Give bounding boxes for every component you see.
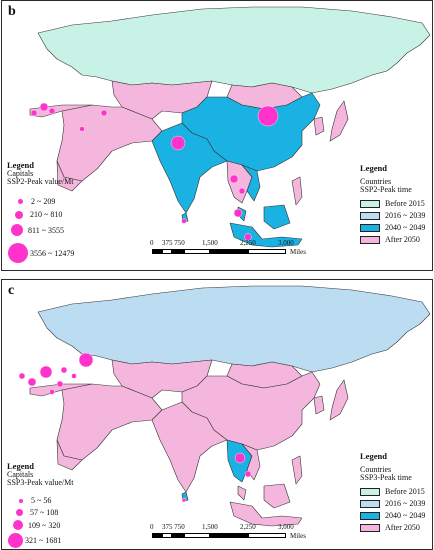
scale-bar-b: 0 375 750 1,500 2,250 3,000 Miles xyxy=(150,239,306,256)
capital-marker-moscow xyxy=(39,102,49,112)
capital-marker-west1 xyxy=(30,109,38,117)
asia-map-c xyxy=(18,285,431,527)
capital-marker-se2 xyxy=(238,187,246,195)
legend-title: Legend xyxy=(360,451,387,461)
legend-subtitle: Capitals xyxy=(7,168,34,178)
legend-swatch-2016-2039: 2016 ~ 2039 xyxy=(360,210,425,222)
capital-marker-west1 xyxy=(39,365,53,379)
vietnam-region xyxy=(241,164,261,202)
legend-subtitle: Capitals xyxy=(7,469,34,479)
map-panel-b: b Legend Capitals SSP2-Peak value/Mt 2 ~… xyxy=(1,0,433,271)
capital-marker-moscow xyxy=(78,352,94,368)
legend-swatch-2040-2049: 2040 ~ 2049 xyxy=(360,222,425,234)
legend-field: SSP2-Peak time xyxy=(360,185,412,195)
borneo-region xyxy=(263,483,291,509)
capitals-legend-b: Legend Capitals SSP2-Peak value/Mt xyxy=(7,161,73,187)
capital-marker-west4 xyxy=(79,126,85,132)
arabia-region xyxy=(56,160,83,192)
japan-region xyxy=(329,100,349,142)
legend-class-2: 210 ~ 810 xyxy=(13,210,62,219)
indonesia-region xyxy=(229,501,303,527)
capital-marker-west3 xyxy=(27,377,37,387)
capital-marker-beijing xyxy=(257,105,279,127)
legend-subtitle: Countries xyxy=(360,176,392,186)
india-region xyxy=(151,401,228,493)
russia-region xyxy=(37,285,431,373)
legend-swatch-before2015: Before 2015 xyxy=(360,198,425,210)
capital-marker-srilanka xyxy=(181,218,187,224)
capital-marker-west4 xyxy=(60,366,68,374)
malaysia-region xyxy=(237,485,247,501)
legend-field: SSP2-Peak value/Mt xyxy=(7,177,74,187)
legend-swatch-before2015: Before 2015 xyxy=(360,486,425,498)
countries-legend-b: Legend Countries SSP2-Peak time Before 2… xyxy=(360,164,425,246)
capital-marker-se2 xyxy=(244,470,252,478)
panel-label-b: b xyxy=(8,4,16,19)
capital-marker-west5 xyxy=(71,373,77,379)
legend-swatch-after2050: After 2050 xyxy=(360,522,425,534)
panel-label-c: c xyxy=(8,283,15,298)
legend-class-3: 811 ~ 3555 xyxy=(11,224,64,236)
legend-title: Legend xyxy=(360,163,387,173)
legend-swatch-2016-2039: 2016 ~ 2039 xyxy=(360,498,425,510)
korea-region xyxy=(313,395,325,415)
capital-marker-west7 xyxy=(49,389,55,395)
capital-marker-srilanka xyxy=(181,497,187,503)
legend-class-4: 3556 ~ 12479 xyxy=(8,243,74,263)
middle-east-region xyxy=(56,104,163,182)
korea-region xyxy=(313,116,325,136)
legend-title: Legend xyxy=(7,160,34,170)
legend-field: SSP3-Peak value/Mt xyxy=(7,478,74,488)
japan-region xyxy=(329,379,349,421)
capital-marker-se1 xyxy=(234,452,246,464)
borneo-region xyxy=(263,204,291,230)
legend-title: Legend xyxy=(7,461,34,471)
legend-swatch-after2050: After 2050 xyxy=(360,234,425,246)
capital-marker-se4 xyxy=(244,233,252,241)
capital-marker-west2 xyxy=(48,107,56,115)
russia-region xyxy=(37,6,431,94)
legend-class-4: 321 ~ 1681 xyxy=(8,533,61,548)
legend-subtitle: Countries xyxy=(360,464,392,474)
legend-class-3: 109 ~ 320 xyxy=(12,520,60,530)
vietnam-region xyxy=(241,443,261,481)
map-panel-c: c Legend Capitals SSP3-Peak value/Mt 5 ~… xyxy=(1,279,433,550)
legend-field: SSP3-Peak time xyxy=(360,473,412,483)
indonesia-region xyxy=(229,222,303,248)
legend-class-1: 2 ~ 209 xyxy=(15,197,55,206)
philippines-region xyxy=(291,176,303,206)
philippines-region xyxy=(291,455,303,485)
capitals-legend-c: Legend Capitals SSP3-Peak value/Mt xyxy=(7,462,73,488)
legend-class-1: 5 ~ 56 xyxy=(16,496,51,505)
countries-legend-c: Legend Countries SSP3-Peak time Before 2… xyxy=(360,452,425,534)
capital-marker-west6 xyxy=(56,380,64,388)
capital-marker-se3 xyxy=(233,208,243,218)
asia-map-b xyxy=(29,6,431,248)
legend-class-2: 57 ~ 108 xyxy=(14,508,58,517)
capital-marker-delhi xyxy=(170,135,186,151)
india-region xyxy=(151,122,228,214)
capital-marker-west3 xyxy=(100,109,108,117)
scale-bar-c: 0 375 750 1,500 2,250 3,000 Miles xyxy=(150,523,306,540)
arabia-region xyxy=(56,439,83,471)
capital-marker-se1 xyxy=(229,174,239,184)
legend-swatch-2040-2049: 2040 ~ 2049 xyxy=(360,510,425,522)
middle-east-region xyxy=(56,383,163,461)
capital-marker-west2 xyxy=(18,372,26,380)
